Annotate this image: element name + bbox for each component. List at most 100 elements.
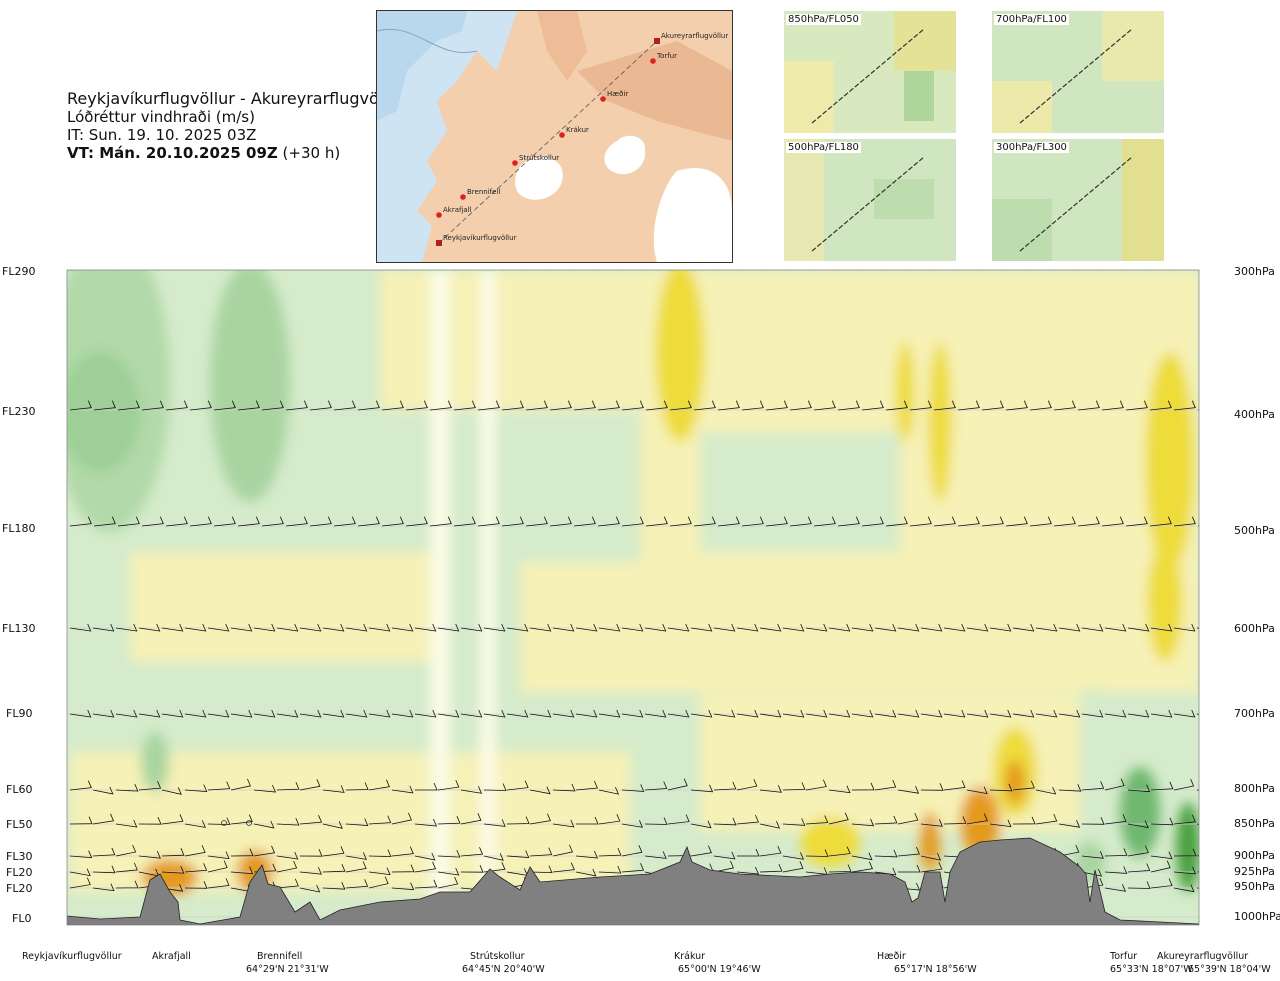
wind-barb [1081, 877, 1104, 889]
wind-barb [736, 709, 759, 718]
wind-barb [430, 270, 434, 271]
wind-barb [1104, 866, 1128, 874]
waypoint-marker [436, 240, 442, 246]
wind-barb [118, 270, 122, 271]
wind-barb [1173, 866, 1197, 875]
init-time: IT: Sun. 19. 10. 2025 03Z [67, 126, 257, 144]
wind-barb [837, 400, 860, 411]
wind-barb [138, 850, 161, 859]
wind-barb [276, 851, 299, 860]
wind-barb [909, 400, 932, 411]
wind-barb [405, 400, 428, 411]
wind-barb [598, 865, 622, 874]
wind-barb [851, 818, 875, 827]
wind-barb [357, 400, 380, 411]
wind-barb [141, 400, 164, 411]
wind-barb [405, 516, 428, 527]
pressure-label: 1000hPa [1234, 910, 1280, 923]
wind-barb [1058, 844, 1080, 857]
wind-barb [460, 865, 484, 873]
wind-barb [828, 812, 849, 825]
wind-barb [981, 516, 1004, 527]
wind-barb [437, 849, 461, 858]
wind-barb [299, 866, 322, 875]
wind-barb [597, 400, 620, 411]
wind-barb [741, 400, 764, 411]
wind-barb [230, 778, 251, 791]
station-coord: 64°29'N 21°31'W [246, 964, 329, 975]
pressure-label: 850hPa [1234, 817, 1275, 830]
fl-label: FL230 [2, 405, 36, 418]
wind-barb [621, 516, 644, 527]
wind-barb [1173, 709, 1196, 718]
wind-barb [622, 270, 626, 271]
wind-barb [805, 779, 827, 791]
wind-barb [437, 867, 460, 876]
wind-barb [958, 270, 962, 271]
mini-map-850-svg [784, 11, 956, 133]
wind-barb [669, 516, 692, 527]
wind-barb [1030, 270, 1034, 271]
wind-barb [207, 878, 230, 889]
wind-barb [69, 400, 92, 411]
wind-barb [1006, 270, 1010, 271]
fl-label: FL290 [2, 265, 36, 278]
wind-barb [161, 709, 184, 718]
wind-barb [345, 861, 367, 873]
wind-barb [1077, 400, 1100, 411]
wind-barb [897, 623, 920, 632]
wind-barb [526, 270, 530, 271]
wind-barb [345, 782, 369, 791]
pressure-label: 600hPa [1234, 622, 1275, 635]
wind-barb [782, 709, 805, 718]
wind-barb [345, 709, 368, 718]
wind-barb [814, 270, 818, 271]
wind-barb [460, 786, 483, 794]
waypoint-marker [512, 160, 518, 166]
wind-barb [1173, 778, 1195, 791]
wind-barb [805, 623, 828, 632]
wind-barb [909, 516, 932, 527]
waypoint-label: Torfur [656, 52, 677, 60]
fl-label: FL0 [12, 912, 32, 925]
wind-barb [862, 270, 866, 271]
wind-barb [690, 623, 713, 632]
wind-barb [943, 709, 966, 718]
wind-barb [1035, 786, 1057, 795]
wind-barb [437, 709, 460, 718]
fl-label: FL60 [6, 783, 33, 796]
wind-barb [322, 882, 346, 890]
wind-barb [345, 818, 369, 826]
wind-barb [790, 270, 794, 271]
wind-barb [874, 623, 897, 632]
wind-barb [138, 781, 162, 791]
wind-barb [933, 516, 956, 527]
wind-barb [1081, 781, 1105, 791]
wind-barb [828, 864, 852, 873]
wind-barb [299, 709, 322, 718]
wind-barb [667, 778, 688, 791]
wind-barb [1078, 270, 1082, 271]
wind-barb [874, 867, 897, 876]
wind-barb [276, 878, 299, 889]
waypoint-label: Hæðir [607, 90, 628, 98]
wind-barb [184, 820, 206, 828]
wind-barb [694, 270, 698, 271]
wind-barb [502, 270, 506, 271]
wind-barb [690, 820, 712, 829]
wind-barb [477, 516, 500, 527]
waypoint-label: Strútskollur [519, 154, 559, 162]
waypoint-marker [650, 58, 656, 64]
pressure-label: 500hPa [1234, 524, 1275, 537]
calm-marker [221, 820, 227, 826]
wind-barb [573, 516, 596, 527]
wind-barb [736, 623, 759, 632]
waypoint-marker [654, 38, 660, 44]
pressure-label: 800hPa [1234, 782, 1275, 795]
wind-barb [1127, 709, 1150, 718]
wind-barb [644, 709, 667, 718]
wind-barb [1196, 871, 1199, 873]
wind-barb [690, 784, 714, 793]
wind-barb [966, 623, 989, 632]
wind-barb [115, 783, 139, 792]
